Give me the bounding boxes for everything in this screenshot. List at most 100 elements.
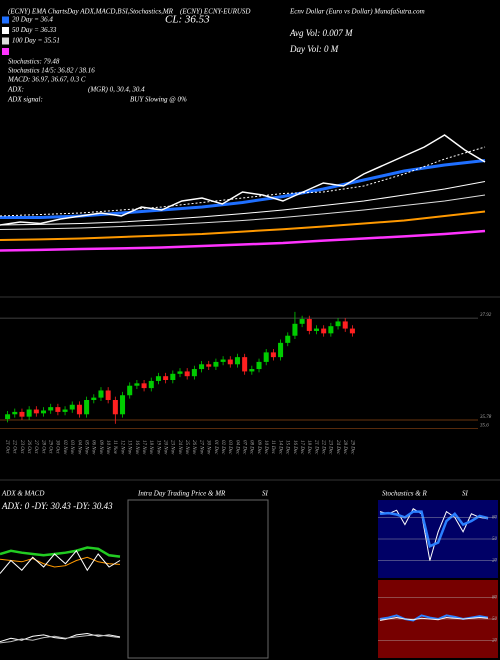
series-line [0, 549, 121, 574]
candle-body [76, 404, 82, 415]
x-tick-label: 23 Oct [19, 440, 24, 454]
x-tick-label: 01 Dec [213, 440, 218, 455]
x-tick-label: 30 Nov [206, 440, 211, 455]
x-tick-label: 16 Nov [134, 440, 139, 455]
panel-title: ADX & MACD [1, 490, 44, 498]
y-tick-label: 80 [492, 596, 498, 601]
candle-body [313, 328, 320, 331]
x-tick-label: 03 Nov [69, 440, 74, 455]
x-tick-label: 25 Nov [184, 440, 189, 455]
legend-label: 50 Day = 36.33 [12, 26, 57, 34]
candle-body [134, 383, 140, 386]
candle-body [220, 359, 226, 362]
candle-body [328, 326, 334, 334]
series-line [0, 633, 121, 643]
legend-swatch [2, 37, 9, 45]
candle-body [256, 361, 262, 370]
x-tick-label: 03 Dec [227, 440, 232, 455]
x-tick-label: 18 Dec [306, 440, 311, 455]
x-tick-label: 09 Nov [98, 440, 103, 455]
series-line [0, 556, 121, 568]
x-tick-label: 08 Dec [249, 440, 254, 455]
candle-body [120, 395, 126, 415]
series-line [0, 229, 486, 252]
x-tick-label: 02 Dec [220, 440, 225, 455]
header-line: (ECNY) EMA ChartsDay ADX,MACD,B [8, 8, 122, 16]
panel-label: ADX: 0 -DY: 30.43 -DY: 30.43 [1, 501, 113, 511]
candle-body [163, 376, 169, 380]
candle-body [19, 411, 25, 417]
x-tick-label: 23 Nov [170, 440, 175, 455]
candle-body [155, 376, 161, 381]
x-tick-label: 04 Dec [234, 440, 239, 455]
y-tick-label: 35.78 [480, 415, 492, 420]
panel-title: Intra Day Trading Price & MR [137, 490, 226, 498]
legend-swatch [2, 16, 9, 24]
legend-swatch [2, 27, 9, 34]
series-line [0, 546, 121, 558]
panel-title: Stochastics & R [382, 490, 427, 498]
x-tick-label: 11 Dec [270, 440, 275, 455]
series-line [0, 210, 486, 241]
candle-body [285, 335, 291, 343]
series-line [0, 146, 486, 217]
legend-swatch [2, 48, 9, 55]
candle-body [292, 323, 298, 336]
avg-volume: Avg Vol: 0.007 M [289, 28, 353, 38]
x-tick-label: 06 Nov [91, 440, 96, 455]
candle-body [242, 357, 248, 372]
y-tick-label: 50 [492, 617, 498, 622]
x-tick-label: 22 Oct [12, 440, 17, 454]
candle-body [48, 407, 54, 411]
candle-body [141, 383, 147, 389]
y-tick-label: 20 [492, 639, 498, 644]
candle-body [40, 410, 47, 414]
y-tick-label: 80 [492, 516, 498, 521]
candle-body [227, 359, 233, 365]
x-tick-label: 26 Nov [191, 440, 196, 455]
candle-body [191, 369, 197, 377]
candle-body [33, 409, 39, 414]
candle-body [26, 409, 32, 417]
candle-body [184, 371, 190, 377]
header-line: SI,Stochastics,MR [122, 8, 174, 16]
x-tick-label: 17 Dec [299, 440, 304, 455]
series-line [379, 510, 489, 548]
candle-body [278, 342, 284, 358]
series-line [379, 614, 489, 622]
x-tick-label: 28 Oct [40, 440, 45, 454]
panel-subtitle: SI [462, 490, 469, 498]
candle-body [206, 364, 212, 367]
series-line [0, 634, 121, 644]
signal-value: BUY Slowing @ 0% [130, 96, 187, 104]
candle-body [62, 409, 68, 412]
header-line: (ECNY) ECNY-EURUSD [180, 8, 250, 16]
intraday-box [127, 499, 269, 659]
x-tick-label: 09 Dec [256, 440, 261, 455]
legend-label: 100 Day = 35.51 [12, 37, 60, 45]
x-tick-label: 10 Nov [105, 440, 110, 455]
stat: Stochastics 14/5: 36.82 / 38.16 [8, 67, 95, 75]
candle-body [84, 400, 90, 415]
candle-body [12, 411, 18, 415]
x-tick-label: 24 Dec [335, 440, 340, 455]
x-tick-label: 04 Nov [76, 440, 81, 455]
candle-body [335, 321, 341, 327]
candle-body [98, 390, 104, 398]
x-tick-label: 18 Nov [148, 440, 153, 455]
candle-body [234, 357, 240, 365]
x-tick-label: 29 Oct [48, 440, 53, 454]
candle-body [321, 328, 327, 334]
x-tick-label: 17 Nov [141, 440, 146, 455]
close-price: CL: 36.53 [165, 14, 210, 26]
x-tick-label: 05 Nov [83, 440, 88, 455]
x-tick-label: 23 Dec [328, 440, 333, 455]
x-tick-label: 15 Dec [285, 440, 290, 455]
panel-subtitle: SI [262, 490, 269, 498]
candle-body [349, 328, 355, 334]
candle-body [148, 380, 154, 389]
signal-label: ADX signal: [7, 96, 43, 104]
candle-body [263, 352, 269, 362]
stat: MACD: 36.97, 36.67, 0.3 C [7, 76, 86, 84]
